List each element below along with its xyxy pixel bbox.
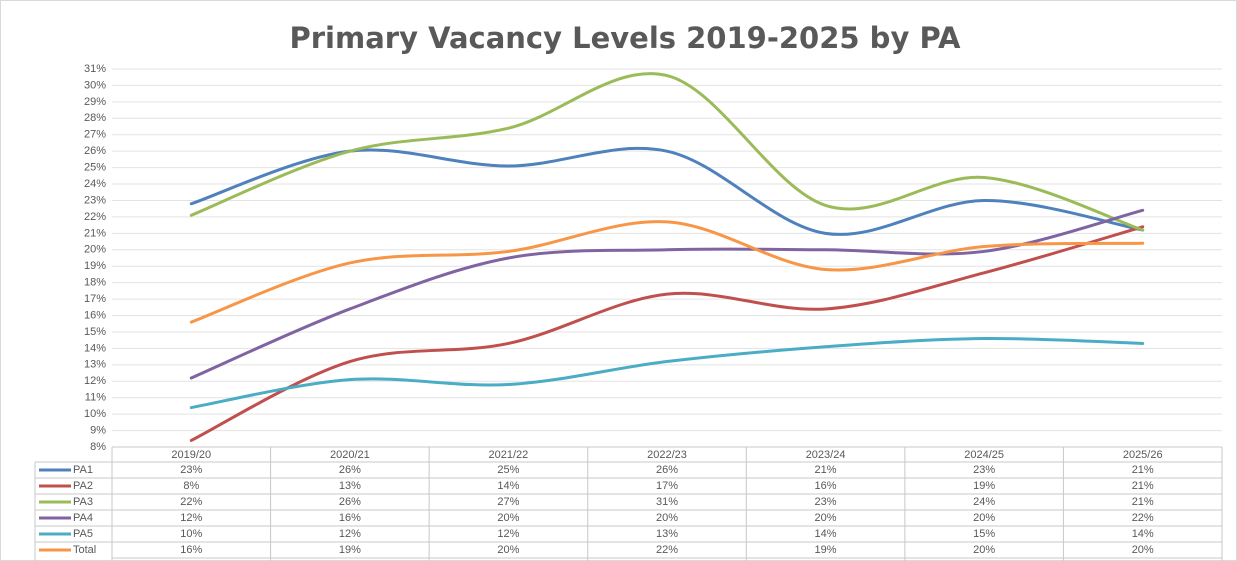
table-value: 16%: [339, 512, 361, 524]
series-line: [189, 220, 1145, 324]
legend-label: Total: [73, 544, 96, 556]
table-value: 22%: [656, 544, 678, 556]
table-value: 20%: [497, 544, 519, 556]
x-tick-label: 2021/22: [489, 449, 529, 461]
table-value: 20%: [656, 512, 678, 524]
y-tick-label: 17%: [84, 293, 106, 305]
y-tick-label: 13%: [84, 359, 106, 371]
table-value: 22%: [180, 496, 202, 508]
x-tick-label: 2024/25: [964, 449, 1004, 461]
table-value: 13%: [656, 528, 678, 540]
table-value: 12%: [497, 528, 519, 540]
table-value: 16%: [180, 544, 202, 556]
y-tick-label: 28%: [84, 112, 106, 124]
table-value: 23%: [973, 464, 995, 476]
table-value: 24%: [973, 496, 995, 508]
y-tick-label: 23%: [84, 194, 106, 206]
y-tick-label: 12%: [84, 375, 106, 387]
table-value: 14%: [815, 528, 837, 540]
table-value: 25%: [497, 464, 519, 476]
table-value: 23%: [815, 496, 837, 508]
table-value: 14%: [497, 480, 519, 492]
legend-label: PA1: [73, 464, 93, 476]
y-tick-label: 29%: [84, 96, 106, 108]
legend-label: PA2: [73, 480, 93, 492]
x-tick-label: 2019/20: [171, 449, 211, 461]
chart-title: Primary Vacancy Levels 2019-2025 by PA: [290, 21, 962, 55]
legend-label: PA3: [73, 496, 93, 508]
y-tick-label: 22%: [84, 211, 106, 223]
table-value: 12%: [339, 528, 361, 540]
table-value: 19%: [339, 544, 361, 556]
table-value: 14%: [1132, 528, 1154, 540]
table-value: 20%: [973, 544, 995, 556]
y-tick-label: 18%: [84, 277, 106, 289]
table-value: 22%: [1132, 512, 1154, 524]
x-tick-label: 2025/26: [1123, 449, 1163, 461]
table-value: 20%: [973, 512, 995, 524]
x-tick-label: 2022/23: [647, 449, 687, 461]
series-line: [189, 225, 1145, 442]
table-value: 8%: [183, 480, 199, 492]
table-value: 10%: [180, 528, 202, 540]
table-value: 21%: [1132, 496, 1154, 508]
table-value: 21%: [815, 464, 837, 476]
y-tick-label: 19%: [84, 260, 106, 272]
series-line: [189, 208, 1145, 380]
table-value: 20%: [497, 512, 519, 524]
table-value: 16%: [815, 480, 837, 492]
table-value: 20%: [815, 512, 837, 524]
table-value: 19%: [973, 480, 995, 492]
table-value: 20%: [1132, 544, 1154, 556]
table-value: 12%: [180, 512, 202, 524]
y-tick-label: 24%: [84, 178, 106, 190]
table-value: 21%: [1132, 464, 1154, 476]
y-tick-label: 21%: [84, 227, 106, 239]
table-value: 31%: [656, 496, 678, 508]
y-tick-label: 9%: [90, 424, 106, 436]
table-value: 15%: [973, 528, 995, 540]
y-tick-label: 26%: [84, 145, 106, 157]
series-line: [189, 72, 1145, 232]
table-value: 19%: [815, 544, 837, 556]
y-tick-label: 8%: [90, 441, 106, 453]
x-tick-label: 2023/24: [806, 449, 846, 461]
x-tick-label: 2020/21: [330, 449, 370, 461]
y-tick-label: 20%: [84, 244, 106, 256]
y-tick-label: 31%: [84, 63, 106, 75]
y-tick-label: 27%: [84, 129, 106, 141]
y-tick-label: 10%: [84, 408, 106, 420]
y-tick-label: 16%: [84, 309, 106, 321]
y-tick-label: 14%: [84, 342, 106, 354]
y-tick-label: 11%: [85, 392, 106, 404]
legend-label: PA4: [73, 512, 93, 524]
table-value: 21%: [1132, 480, 1154, 492]
table-value: 27%: [497, 496, 519, 508]
table-value: 23%: [180, 464, 202, 476]
y-tick-label: 30%: [84, 79, 106, 91]
table-value: 13%: [339, 480, 361, 492]
table-value: 26%: [656, 464, 678, 476]
series-line: [189, 336, 1145, 410]
table-value: 17%: [656, 480, 678, 492]
y-tick-label: 25%: [84, 162, 106, 174]
table-value: 26%: [339, 464, 361, 476]
legend-label: PA5: [73, 528, 93, 540]
table-value: 26%: [339, 496, 361, 508]
y-tick-label: 15%: [84, 326, 106, 338]
